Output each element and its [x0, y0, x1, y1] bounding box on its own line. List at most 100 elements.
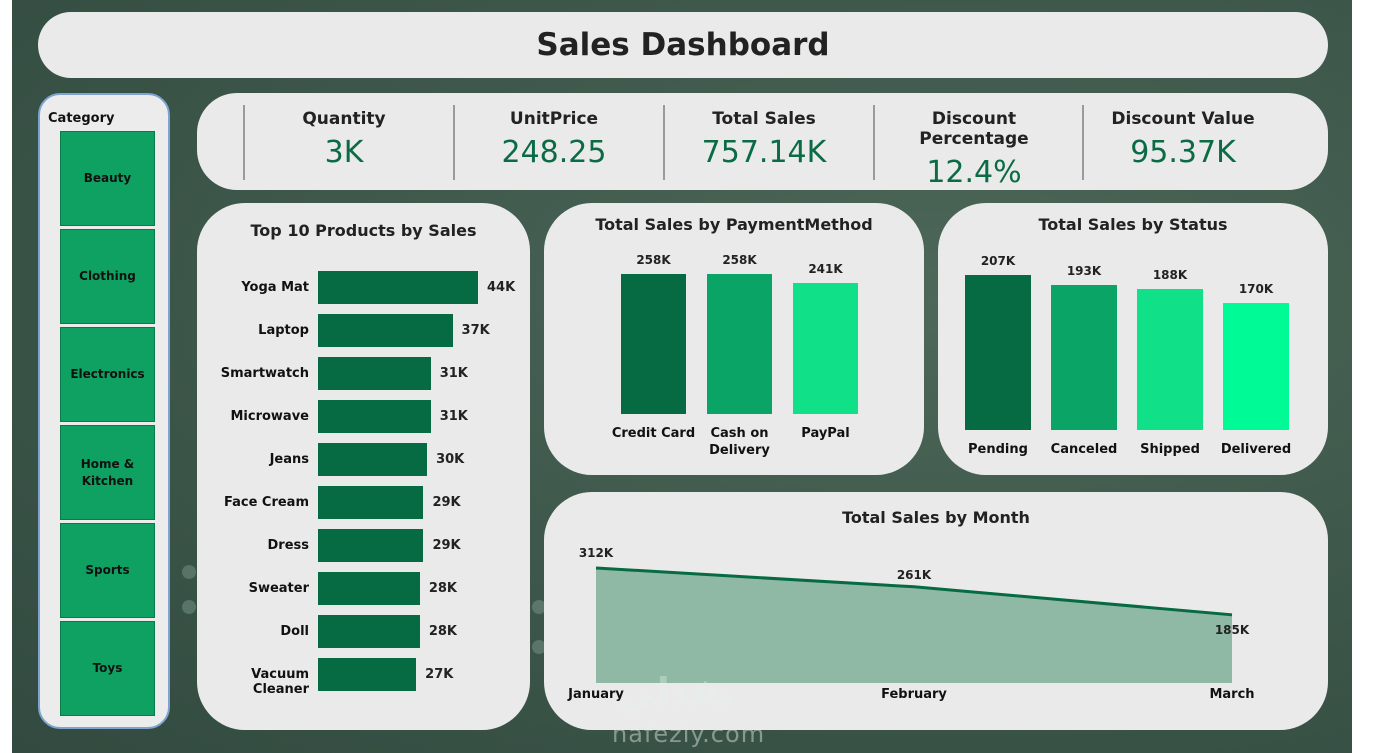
payment-method-plot: 258K Credit Card 258K Cash on Delivery 241K P…: [544, 203, 924, 475]
bar-category-label: Face Cream: [223, 495, 309, 510]
bar: [318, 572, 420, 605]
slicer-item-electronics[interactable]: Electronics: [60, 327, 155, 422]
bar: [318, 658, 417, 691]
bar: [1223, 302, 1289, 430]
area-fill: [596, 568, 1232, 683]
status-plot: 207K Pending 193K Canceled 188K Shipped 170K De…: [938, 203, 1328, 475]
bar-value-label: 29K: [432, 495, 461, 510]
data-label: 185K: [1215, 623, 1250, 637]
chart-title: Top 10 Products by Sales: [250, 221, 477, 240]
bar-category-label: Jeans: [269, 452, 309, 467]
x-tick-label: February: [881, 687, 947, 702]
bar-value-label: 27K: [425, 667, 454, 682]
bar-category-label: Yoga Mat: [241, 280, 309, 295]
kpi-value: 248.25: [501, 135, 607, 170]
bar-value-label: 37K: [461, 323, 490, 338]
decor-dot: [182, 565, 196, 579]
payment-method-chart-card: Total Sales by PaymentMethod 258K Credit …: [544, 203, 924, 475]
chart-title: Total Sales by Month: [842, 508, 1030, 527]
top-products-chart-card: Top 10 Products by Sales Yoga Mat 44K Lapt…: [197, 203, 530, 730]
kpi-card-quantity: Quantity 3K: [243, 105, 443, 180]
bar: [318, 486, 424, 519]
bar: [1051, 285, 1117, 430]
series-line: [595, 566, 1233, 617]
bar-value-label: 188K: [1152, 268, 1188, 283]
slicer-item-home-kitchen[interactable]: Home & Kitchen: [60, 425, 155, 520]
decor-dot: [532, 640, 546, 654]
kpi-card-discount-percentage: Discount Percentage 12.4%: [873, 105, 1073, 190]
category-slicer: Category Beauty Clothing Electronics Hom…: [38, 93, 170, 729]
kpi-label: Discount Value: [1111, 109, 1255, 129]
bar: [965, 275, 1031, 430]
bar-category-label: Smartwatch: [220, 366, 309, 381]
bar-category-label: Delivered: [1220, 442, 1292, 457]
bar-value-label: 30K: [436, 452, 465, 467]
bar: [793, 283, 858, 414]
decor-dot: [182, 600, 196, 614]
x-tick-label: January: [567, 687, 624, 702]
bar: [318, 400, 431, 433]
bar: [707, 274, 772, 414]
data-label: 261K: [897, 568, 932, 582]
bar-value-label: 44K: [487, 280, 516, 295]
bar-value-label: 31K: [439, 366, 468, 381]
chart-title: Total Sales by Status: [1038, 215, 1228, 234]
kpi-value: 3K: [324, 135, 364, 170]
kpi-label: UnitPrice: [509, 109, 599, 129]
bar-category-label: Vacuum Cleaner: [251, 667, 309, 697]
kpi-card-discount-value: Discount Value 95.37K: [1082, 105, 1282, 180]
kpi-value: 12.4%: [926, 155, 1022, 190]
bar-value-label: 193K: [1066, 264, 1102, 279]
slicer-item-sports[interactable]: Sports: [60, 523, 155, 618]
kpi-label: Quantity: [302, 109, 386, 129]
watermark-latin: nafezly.com: [612, 720, 766, 748]
kpi-label: Discount Percentage: [919, 109, 1029, 149]
bar-value-label: 207K: [980, 254, 1016, 268]
kpi-label: Total Sales: [712, 109, 816, 129]
bar-value-label: 170K: [1238, 281, 1274, 296]
bar-category-label: Laptop: [258, 323, 309, 338]
bar-value-label: 28K: [428, 581, 457, 596]
bar-category-label: Pending: [968, 442, 1028, 457]
watermark-arabic: نفذلي: [617, 670, 734, 714]
month-chart-card: Total Sales by Month January 312K February…: [544, 492, 1328, 730]
bar: [318, 443, 428, 476]
kpi-card-total-sales: Total Sales 757.14K: [663, 105, 863, 180]
chart-title: Total Sales by PaymentMethod: [595, 215, 873, 234]
slicer-title: Category: [48, 111, 115, 126]
bar: [621, 274, 686, 414]
bar: [318, 357, 431, 390]
bar-value-label: 258K: [636, 253, 671, 267]
bar-category-label: Cash on Delivery: [709, 426, 770, 458]
kpi-card-unit-price: UnitPrice 248.25: [453, 105, 653, 180]
kpi-value: 95.37K: [1130, 135, 1236, 170]
bar-value-label: 31K: [439, 409, 468, 424]
slicer-item-toys[interactable]: Toys: [60, 621, 155, 716]
status-chart-card: Total Sales by Status 207K Pending 193K Can…: [938, 203, 1328, 475]
kpi-band: Quantity 3K UnitPrice 248.25 Total Sales…: [197, 93, 1328, 190]
bar-category-label: Sweater: [248, 581, 309, 596]
bar-category-label: Doll: [280, 624, 309, 639]
kpi-value: 757.14K: [701, 135, 827, 170]
bar: [318, 529, 424, 562]
slicer-item-beauty[interactable]: Beauty: [60, 131, 155, 226]
bar-value-label: 241K: [808, 262, 843, 277]
x-tick-label: March: [1209, 687, 1254, 702]
bar-value-label: 29K: [432, 538, 461, 553]
bar-value-label: 28K: [428, 624, 457, 639]
bar-category-label: PayPal: [801, 426, 850, 441]
data-label: 312K: [579, 546, 614, 560]
dashboard-canvas: Sales Dashboard Category Beauty Clothing…: [12, 0, 1352, 753]
bar: [1137, 289, 1203, 430]
month-area-chart: January 312K February 261K March 185K: [567, 546, 1254, 702]
bar-category-label: Canceled: [1050, 442, 1118, 457]
bar-category-label: Dress: [267, 538, 310, 553]
top-products-plot: Yoga Mat 44K Laptop 37K Smartwatch 31K Microwa…: [197, 203, 530, 730]
bar-value-label: 258K: [722, 253, 757, 267]
slicer-item-clothing[interactable]: Clothing: [60, 229, 155, 324]
decor-dot: [532, 600, 546, 614]
dashboard-header: Sales Dashboard: [38, 12, 1328, 78]
bar-category-label: Microwave: [230, 409, 309, 424]
bar: [318, 314, 453, 347]
page-title: Sales Dashboard: [536, 27, 830, 63]
